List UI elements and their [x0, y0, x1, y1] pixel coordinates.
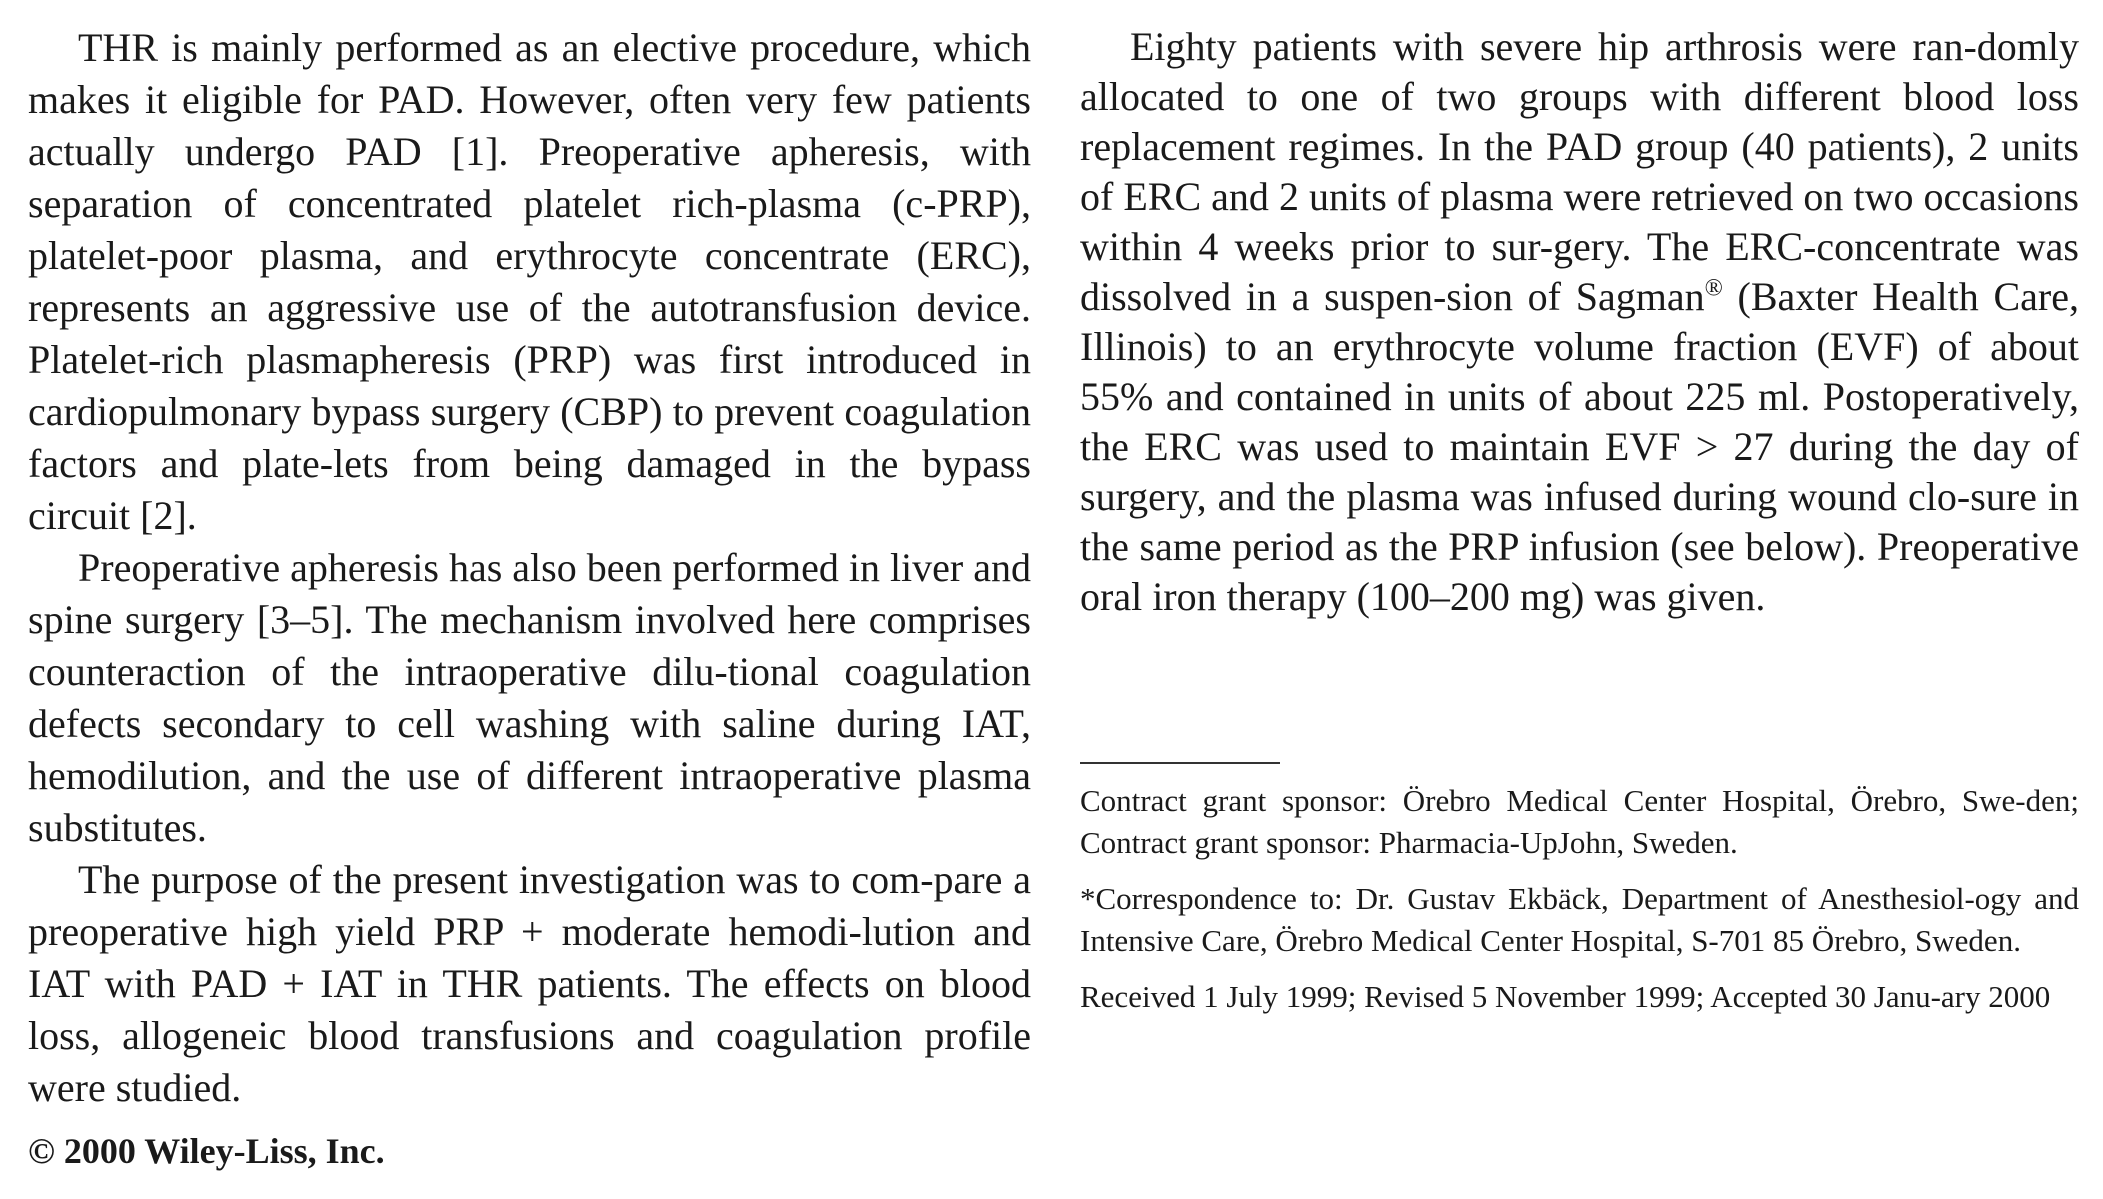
body-paragraph: Eighty patients with severe hip arthrosi… [1080, 22, 2079, 622]
body-text: Eighty patients with severe hip arthrosi… [1080, 24, 2079, 319]
footnote-dates: Received 1 July 1999; Revised 5 November… [1080, 979, 2051, 1014]
body-paragraph: Preoperative apheresis has also been per… [28, 545, 1031, 850]
footnote-divider [1080, 762, 1280, 764]
left-column: THR is mainly performed as an elective p… [28, 22, 1031, 1114]
footnote-grant-sponsor: Contract grant sponsor: Örebro Medical C… [1080, 783, 2079, 860]
body-paragraph: The purpose of the present investigation… [28, 857, 1031, 1110]
right-column: Eighty patients with severe hip arthrosi… [1080, 22, 2079, 622]
body-paragraph: THR is mainly performed as an elective p… [28, 25, 1031, 538]
body-text: (Baxter Health Care, Illinois) to an ery… [1080, 274, 2079, 619]
copyright-notice: © 2000 Wiley-Liss, Inc. [28, 1131, 385, 1171]
footnote-correspondence: *Correspondence to: Dr. Gustav Ekbäck, D… [1080, 881, 2079, 958]
registered-mark: ® [1704, 275, 1723, 302]
footnotes: Contract grant sponsor: Örebro Medical C… [1080, 780, 2079, 1032]
